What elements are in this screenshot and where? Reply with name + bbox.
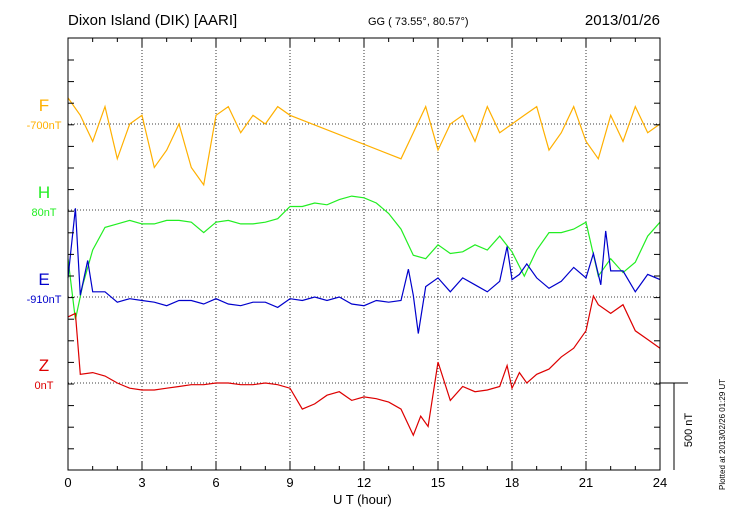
station-coordinates: GG ( 73.55°, 80.57°) [368, 16, 469, 28]
component-label-e: E [38, 270, 50, 289]
x-tick-label: 9 [286, 475, 293, 490]
x-tick-label: 15 [431, 475, 445, 490]
x-tick-label: 18 [505, 475, 519, 490]
component-label-h: H [37, 183, 51, 202]
series-e-line [67, 208, 661, 334]
x-tick-label: 21 [579, 475, 593, 490]
scale-bar-label: 500 nT [683, 413, 695, 448]
series-f-line [67, 97, 661, 187]
plotted-timestamp: Plotted at 2013/02/26 01:29 UT [718, 378, 727, 490]
x-tick-label: 0 [64, 475, 71, 490]
grid-lines [68, 38, 660, 470]
station-title: Dixon Island (DIK) [AARI] [68, 12, 238, 29]
axis-ticks [67, 38, 661, 470]
x-tick-label: 24 [653, 475, 667, 490]
scale-bar: 500 nT [660, 382, 695, 470]
baseline-label-e: -910nT [26, 294, 62, 306]
x-tick-label: 6 [212, 475, 219, 490]
series-h-line [67, 195, 661, 320]
x-tick-label: 12 [357, 475, 371, 490]
x-tick-label: 3 [138, 475, 145, 490]
series-z-line [67, 294, 661, 437]
baseline-label-h: 80nT [31, 207, 57, 219]
data-series [67, 97, 661, 437]
component-label-f: F [38, 96, 50, 115]
component-label-z: Z [38, 356, 50, 375]
baseline-label-z: 0nT [34, 380, 54, 392]
x-axis-label: U T (hour) [333, 492, 392, 507]
plot-date: 2013/01/26 [584, 12, 660, 29]
baseline-label-f: -700nT [26, 120, 62, 132]
